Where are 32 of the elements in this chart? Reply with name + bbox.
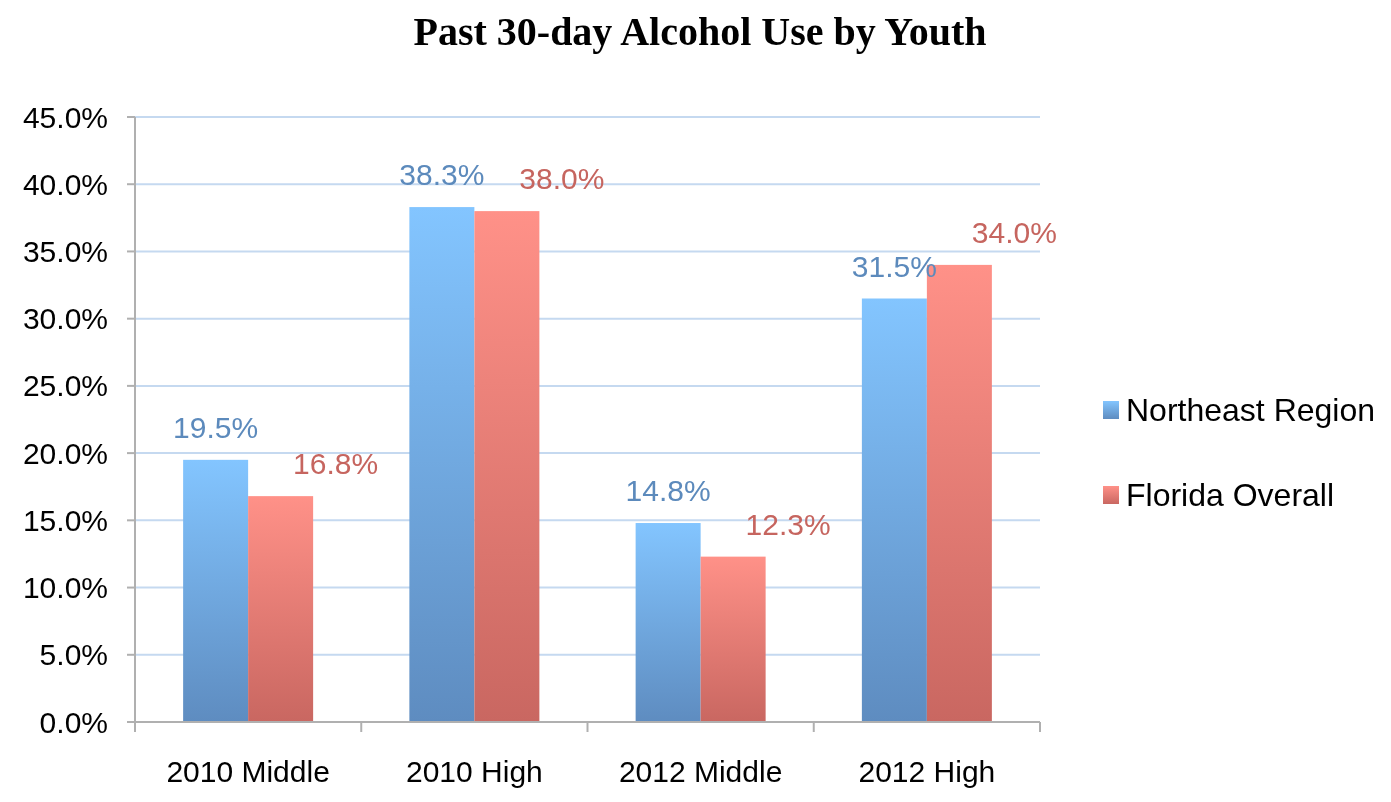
chart-title: Past 30-day Alcohol Use by Youth bbox=[413, 9, 987, 54]
data-label: 31.5% bbox=[851, 249, 937, 283]
bar bbox=[248, 496, 314, 722]
bar bbox=[409, 207, 475, 722]
y-tick-label: 10.0% bbox=[22, 571, 108, 605]
y-tick-label: 30.0% bbox=[22, 302, 108, 336]
y-tick-label: 45.0% bbox=[22, 100, 108, 134]
y-tick-label: 20.0% bbox=[22, 436, 108, 470]
bar bbox=[700, 556, 766, 722]
x-tick-label: 2010 Middle bbox=[166, 755, 330, 788]
y-tick-label: 5.0% bbox=[39, 638, 108, 672]
x-tick-label: 2012 High bbox=[858, 755, 996, 788]
legend-label: Northeast Region bbox=[1126, 392, 1376, 429]
y-tick-label: 15.0% bbox=[22, 503, 108, 537]
data-label: 19.5% bbox=[173, 410, 259, 444]
bar bbox=[183, 459, 249, 722]
y-tick-label: 40.0% bbox=[22, 167, 108, 201]
bar bbox=[474, 211, 540, 722]
bar bbox=[861, 298, 927, 722]
legend-label: Florida Overall bbox=[1126, 477, 1335, 514]
data-label: 12.3% bbox=[745, 507, 831, 541]
y-tick-label: 35.0% bbox=[22, 234, 108, 268]
y-tick-label: 0.0% bbox=[39, 705, 108, 739]
data-label: 38.0% bbox=[519, 162, 605, 196]
data-label: 38.3% bbox=[399, 158, 485, 192]
y-tick-label: 25.0% bbox=[22, 369, 108, 403]
bar bbox=[635, 523, 701, 722]
data-label: 34.0% bbox=[971, 215, 1057, 249]
x-tick-label: 2010 High bbox=[405, 755, 543, 788]
data-label: 14.8% bbox=[625, 474, 711, 508]
data-label: 16.8% bbox=[293, 447, 379, 481]
x-tick-label: 2012 Middle bbox=[618, 755, 783, 788]
